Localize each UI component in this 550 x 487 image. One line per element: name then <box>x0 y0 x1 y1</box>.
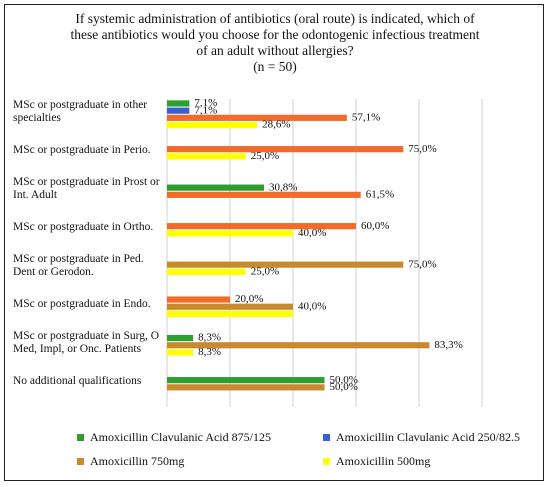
category-label-line: MSc or postgraduate in Perio. <box>13 144 151 156</box>
legend-swatch <box>77 434 84 441</box>
data-label: 83,3% <box>434 339 462 351</box>
category-label-line: MSc or postgraduate in Prost or <box>13 176 160 188</box>
bar <box>167 230 293 237</box>
category-label-line: MSc or postgraduate in other <box>13 99 147 111</box>
bar <box>167 191 361 198</box>
bar <box>167 100 190 107</box>
title-line-2: these antibiotics would you choose for t… <box>70 27 480 42</box>
bar <box>167 334 194 342</box>
category-label: No additional qualifications <box>13 375 142 387</box>
bar <box>167 114 347 121</box>
data-label: 57,1% <box>352 111 380 123</box>
data-label: 75,0% <box>408 258 436 270</box>
title-line-4: (n = 50) <box>253 59 297 74</box>
category-label: MSc or postgraduate in Perio. <box>13 144 151 156</box>
data-label: 25,0% <box>251 265 279 277</box>
legend-item: Amoxicillin 500mg <box>323 454 430 469</box>
legend-label: Amoxicillin Clavulanic Acid 250/82.5 <box>336 430 520 444</box>
bar <box>167 146 404 153</box>
legend-label: Amoxicillin 500mg <box>336 454 431 468</box>
legend-swatch <box>323 434 330 441</box>
category-label: MSc or postgraduate in Ortho. <box>13 221 153 233</box>
category-label: MSc or postgraduate in Prost or Int. Adul… <box>13 176 160 201</box>
bar <box>167 261 404 268</box>
bar-chart: MSc or postgraduate in other specialties 7… <box>13 97 483 407</box>
bar <box>167 310 293 318</box>
category-label-line: Med, Impl, or Onc. Patients <box>13 343 142 355</box>
chart-title: If systemic administration of antibiotic… <box>5 11 545 75</box>
legend-item: Amoxicillin 750mg <box>77 454 184 469</box>
category-label: MSc or postgraduate in other specialties <box>13 99 147 124</box>
data-label: 50,0% <box>330 374 358 386</box>
legend-item: Amoxicillin Clavulanic Acid 250/82.5 <box>323 430 520 445</box>
legend-item: Amoxicillin Clavulanic Acid 875/125 <box>77 430 271 445</box>
bar <box>167 107 190 114</box>
category-label-line: Int. Adult <box>13 189 58 201</box>
data-label: 25,0% <box>251 150 279 162</box>
category-label: MSc or postgraduate in Surg, O Med, Impl,… <box>13 330 159 355</box>
data-label: 7,1% <box>194 104 217 116</box>
data-label: 8,3% <box>198 346 221 358</box>
category-label-line: specialties <box>13 112 61 124</box>
bar <box>167 121 258 129</box>
title-line-3: of an adult without allergies? <box>196 43 354 58</box>
data-label: 40,0% <box>298 227 326 239</box>
bar <box>167 153 246 160</box>
data-label: 8,3% <box>198 332 221 344</box>
category-label: MSc or postgraduate in Ped. Dent or Gerod… <box>13 253 144 278</box>
bar <box>167 268 246 275</box>
chart-frame: If systemic administration of antibiotic… <box>4 4 544 481</box>
bar <box>167 342 430 349</box>
category-label-line: MSc or postgraduate in Ortho. <box>13 221 153 233</box>
data-label: 28,6% <box>262 119 290 131</box>
data-label: 75,0% <box>408 143 436 155</box>
category-label-line: MSc or postgraduate in Surg, O <box>13 330 159 342</box>
data-label: 40,0% <box>298 300 326 312</box>
title-line-1: If systemic administration of antibiotic… <box>75 11 475 26</box>
category-label: MSc or postgraduate in Endo. <box>13 298 151 310</box>
data-label: 20,0% <box>235 293 263 305</box>
bar <box>167 349 194 356</box>
bar <box>167 223 356 230</box>
category-label-line: MSc or postgraduate in Endo. <box>13 298 151 310</box>
data-label: 7,1% <box>194 97 217 109</box>
data-label: 30,8% <box>269 181 297 193</box>
data-label: 61,5% <box>366 188 394 200</box>
data-label: 60,0% <box>361 220 389 232</box>
bar <box>167 377 325 384</box>
category-label-line: Dent or Gerodon. <box>13 266 94 278</box>
bar <box>167 384 325 391</box>
legend-swatch <box>77 458 84 465</box>
chart-legend: Amoxicillin Clavulanic Acid 875/125 Amoxi… <box>5 5 545 468</box>
category-label-line: No additional qualifications <box>13 375 142 387</box>
bar <box>167 303 293 310</box>
legend-swatch <box>323 458 330 465</box>
legend-label: Amoxicillin Clavulanic Acid 875/125 <box>90 430 271 444</box>
legend-label: Amoxicillin 750mg <box>90 454 185 468</box>
bar <box>167 184 265 191</box>
bar <box>167 296 230 303</box>
category-label-line: MSc or postgraduate in Ped. <box>13 253 144 265</box>
data-label: 50,0% <box>330 381 358 393</box>
